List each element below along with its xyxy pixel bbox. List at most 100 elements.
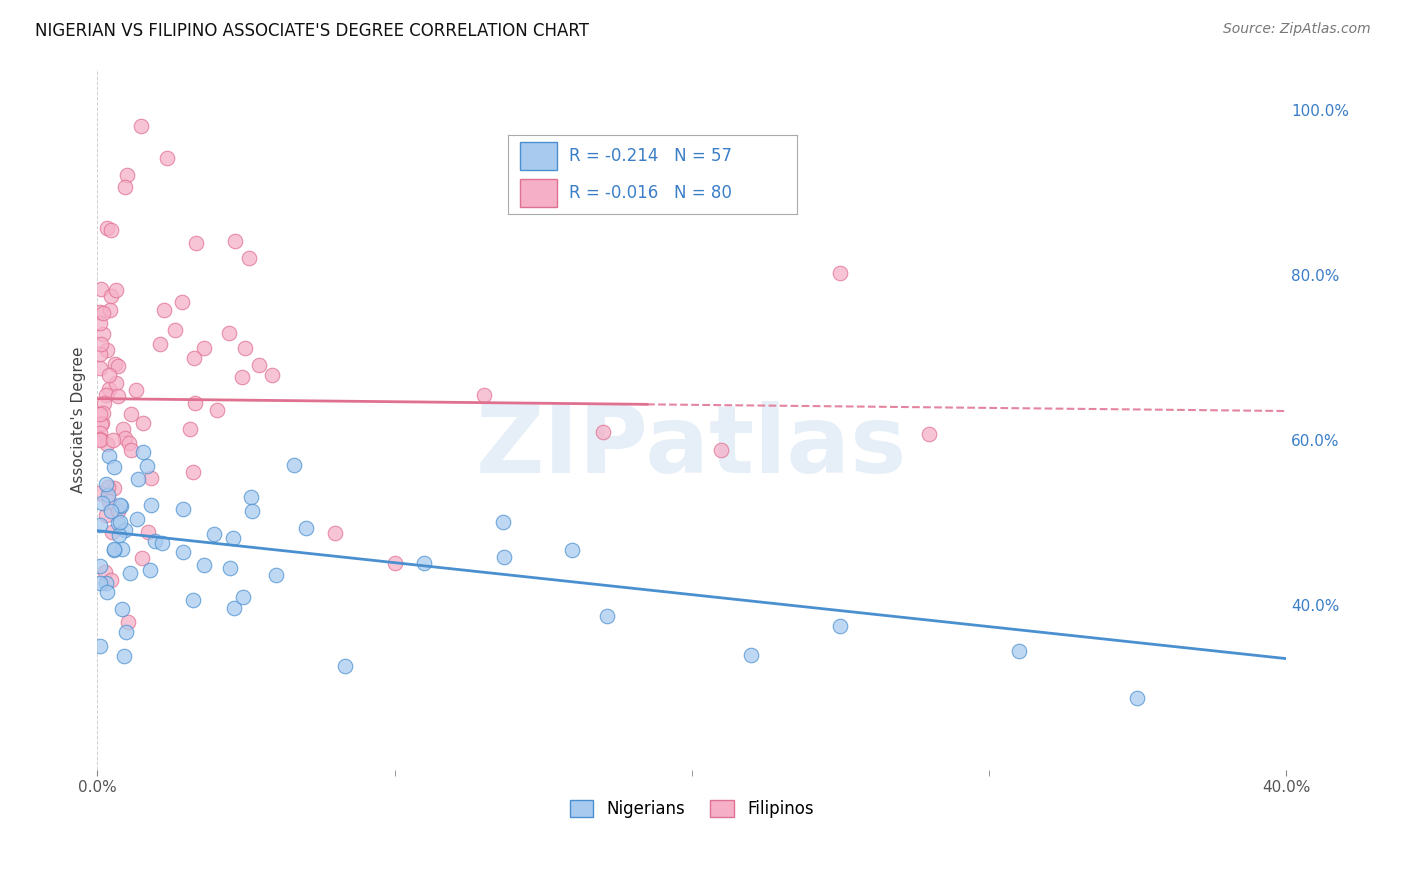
Point <box>96 221 118 235</box>
Point <box>101 524 124 539</box>
Point <box>918 426 941 441</box>
Point <box>596 609 619 624</box>
Text: Source: ZipAtlas.com: Source: ZipAtlas.com <box>1223 22 1371 37</box>
Text: ZIPatlas: ZIPatlas <box>477 401 907 493</box>
Point <box>107 389 129 403</box>
Point <box>494 550 516 565</box>
Point <box>89 347 111 361</box>
Point <box>107 503 129 517</box>
Point <box>108 515 131 529</box>
Point <box>295 520 318 534</box>
Point <box>111 602 134 616</box>
Point <box>89 640 111 654</box>
Point <box>91 405 114 419</box>
Point <box>91 306 114 320</box>
Point <box>120 407 142 421</box>
Point <box>98 382 121 396</box>
Point <box>114 430 136 444</box>
Point <box>117 615 139 630</box>
Point <box>94 388 117 402</box>
Point <box>224 235 246 249</box>
Point <box>89 316 111 330</box>
Point <box>222 601 245 615</box>
Point <box>181 466 204 480</box>
Point <box>205 402 228 417</box>
Text: NIGERIAN VS FILIPINO ASSOCIATE'S DEGREE CORRELATION CHART: NIGERIAN VS FILIPINO ASSOCIATE'S DEGREE … <box>35 22 589 40</box>
Point <box>125 512 148 526</box>
Point <box>149 336 172 351</box>
Point <box>219 561 242 575</box>
Point <box>240 504 263 518</box>
Point <box>103 460 125 475</box>
Point <box>193 341 215 355</box>
Point <box>172 544 194 558</box>
Point <box>105 376 128 390</box>
Point <box>592 425 614 439</box>
Point <box>89 517 111 532</box>
Point <box>472 388 495 402</box>
Text: R = -0.016   N = 80: R = -0.016 N = 80 <box>569 184 731 202</box>
FancyBboxPatch shape <box>520 178 557 207</box>
Point <box>98 368 121 383</box>
Point <box>145 534 167 549</box>
Point <box>1126 690 1149 705</box>
Point <box>89 486 111 500</box>
Point <box>124 383 146 397</box>
Point <box>830 619 852 633</box>
Point <box>136 524 159 539</box>
Point <box>172 294 194 309</box>
Point <box>283 458 305 472</box>
Point <box>132 417 155 431</box>
Point <box>112 648 135 663</box>
Point <box>89 407 111 421</box>
Point <box>103 357 125 371</box>
Point <box>135 459 157 474</box>
Point <box>101 433 124 447</box>
Point <box>94 508 117 523</box>
Point <box>97 480 120 494</box>
Point <box>163 323 186 337</box>
Point <box>150 536 173 550</box>
Text: R = -0.214   N = 57: R = -0.214 N = 57 <box>569 147 731 165</box>
Point <box>107 528 129 542</box>
Point <box>233 341 256 355</box>
Point <box>323 525 346 540</box>
Point <box>89 305 111 319</box>
Point <box>94 477 117 491</box>
Y-axis label: Associate's Degree: Associate's Degree <box>72 346 86 492</box>
Point <box>110 499 132 513</box>
Point <box>830 266 852 280</box>
Point <box>183 351 205 365</box>
Point <box>90 417 112 431</box>
Point <box>103 542 125 557</box>
Point <box>107 359 129 374</box>
Point <box>238 251 260 265</box>
Point <box>222 531 245 545</box>
Point <box>110 498 132 512</box>
Point <box>93 396 115 410</box>
Point <box>156 151 179 165</box>
Point <box>104 283 127 297</box>
FancyBboxPatch shape <box>520 142 557 170</box>
Point <box>131 120 153 134</box>
Point <box>561 543 583 558</box>
Point <box>112 422 135 436</box>
Point <box>90 336 112 351</box>
Point <box>97 493 120 508</box>
Point <box>94 565 117 579</box>
Point <box>412 556 434 570</box>
Point <box>127 472 149 486</box>
Point <box>141 499 163 513</box>
Point <box>132 445 155 459</box>
Point <box>139 470 162 484</box>
Point <box>89 576 111 591</box>
Point <box>172 502 194 516</box>
Point <box>96 343 118 358</box>
Point <box>98 449 121 463</box>
Point <box>710 442 733 457</box>
Point <box>218 326 240 340</box>
Point <box>98 303 121 318</box>
Point <box>100 573 122 587</box>
Point <box>89 425 111 440</box>
Point <box>94 575 117 590</box>
